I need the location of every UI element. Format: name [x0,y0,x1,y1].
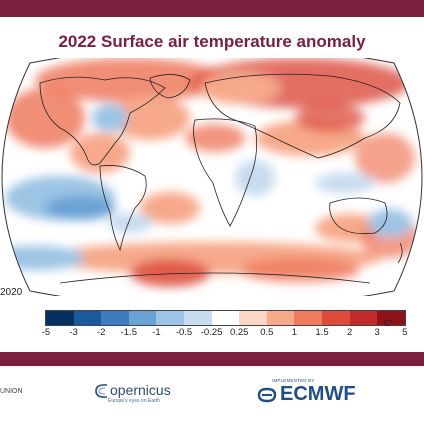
colorbar-segment [46,311,74,325]
copernicus-swirl-icon [95,384,108,398]
ecmwf-implemented-by: IMPLEMENTED BY [272,378,315,383]
colorbar-tick-label: 0.25 [229,327,249,338]
ecmwf-name: ECMWF [280,383,356,405]
reference-period-fragment: 2020 [0,287,23,298]
colorbar-ticks: -5 -3 -2 -1.5 -1 -0.5 -0.25 0.25 0.5 1 1.5 2 3 5 [41,327,408,341]
copernicus-logo: opernicus Europe's eyes on Earth [94,382,171,404]
colorbar-tick-label: -1 [152,327,161,338]
ecmwf-logo: IMPLEMENTED BY ECMWF [256,378,356,406]
colorbar-segment [73,311,102,325]
top-band [0,0,424,17]
colorbar [45,310,406,326]
colorbar-tick-label: 1 [291,327,298,338]
colorbar-segment [321,311,350,325]
colorbar-tick-label: -0.5 [175,327,193,338]
colorbar-unit: C° [384,318,395,328]
colorbar-segment [294,311,322,325]
union-fragment: UNION [0,388,23,395]
colorbar-tick-label: 1.5 [315,327,329,338]
colorbar-tick-label: 5 [402,327,408,338]
colorbar-segment [211,311,240,325]
colorbar-tick-label: 0.5 [260,327,274,338]
colorbar-segment [128,311,157,325]
colorbar-segment [349,311,378,325]
copernicus-name: opernicus [110,382,171,399]
colorbar-segment [101,311,129,325]
colorbar-segment [183,311,212,325]
colorbar-tick-label: 2 [346,327,353,338]
colorbar-tick-label: -5 [41,327,51,338]
colorbar-tick-label: -2 [96,327,106,338]
bottom-band [0,352,424,366]
colorbar-tick-label: -1.5 [120,327,137,338]
colorbar-segment [156,311,184,325]
colorbar-segment [239,311,267,325]
copernicus-subtitle: Europe's eyes on Earth [108,398,160,405]
colorbar-tick-label: 3 [374,327,380,338]
ecmwf-logo-icon [257,387,277,402]
world-anomaly-map [1,58,423,296]
colorbar-tick-label: -0.25 [200,327,223,338]
map-title: 2022 Surface air temperature anomaly [58,32,366,51]
colorbar-tick-label: -3 [69,327,78,338]
colorbar-segment [266,311,295,325]
colorbar-segment [377,311,405,325]
